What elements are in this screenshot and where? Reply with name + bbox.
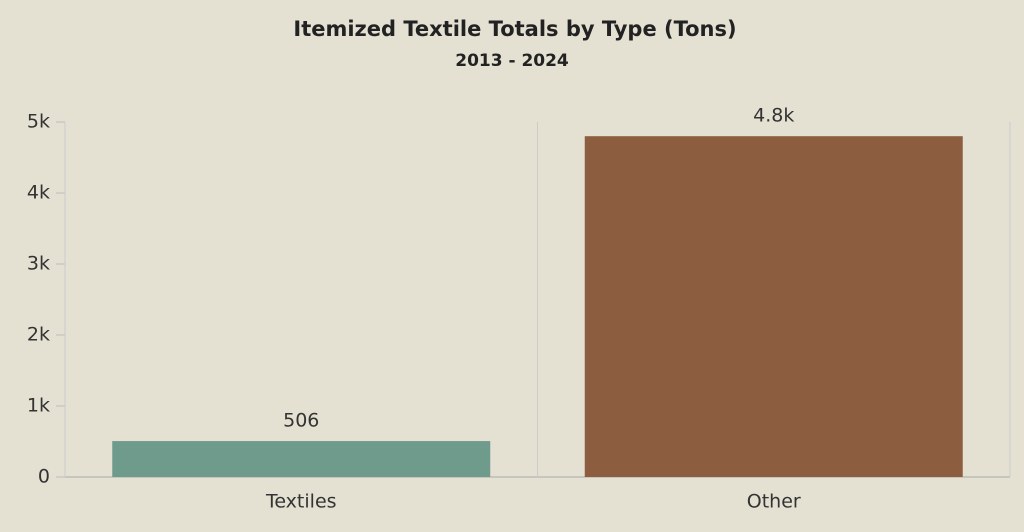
value-label: 506 — [283, 410, 319, 432]
bar — [112, 441, 491, 477]
y-tick-label: 4k — [27, 182, 50, 204]
y-tick-label: 3k — [27, 253, 50, 275]
y-tick-label: 5k — [27, 111, 50, 133]
chart-subtitle: 2013 - 2024 — [455, 51, 569, 71]
chart-title: Itemized Textile Totals by Type (Tons) — [293, 17, 736, 41]
value-label: 4.8k — [753, 105, 794, 127]
y-tick-label: 1k — [27, 395, 50, 417]
y-tick-label: 2k — [27, 324, 50, 346]
x-tick-label: Textiles — [265, 491, 337, 513]
x-tick-label: Other — [747, 491, 801, 513]
bar — [584, 136, 963, 477]
y-tick-label: 0 — [38, 466, 50, 488]
